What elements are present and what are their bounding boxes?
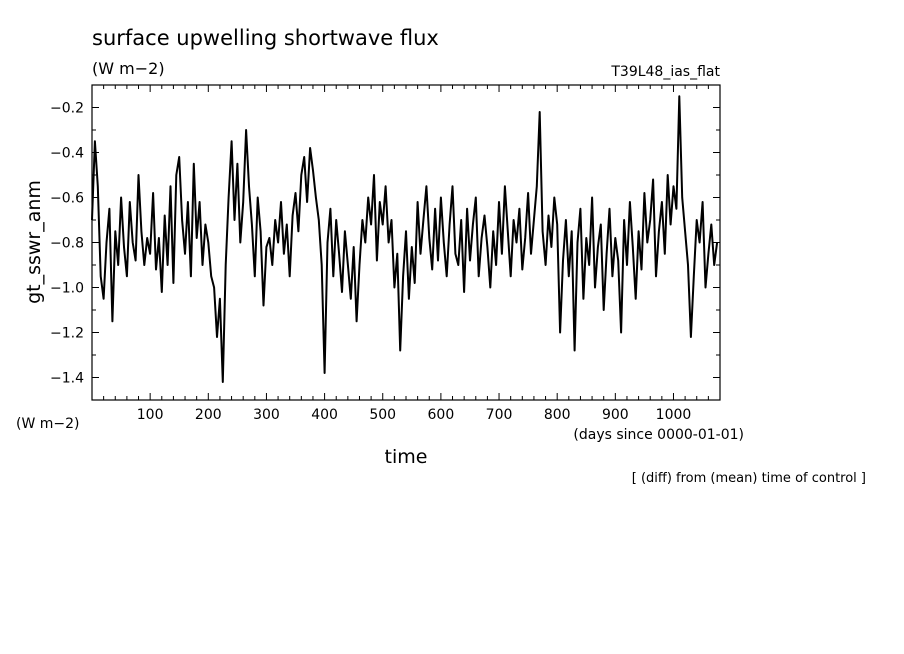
title-units: (W m−2): [92, 59, 165, 78]
x-tick-label: 300: [253, 407, 280, 423]
x-axis-label: time: [385, 446, 428, 468]
footnote: [ (diff) from (mean) time of control ]: [632, 471, 866, 486]
x-tick-label: 600: [428, 407, 455, 423]
x-tick-label: 100: [137, 407, 164, 423]
x-axis-units: (days since 0000-01-01): [573, 427, 744, 443]
y-axis-units: (W m−2): [16, 416, 80, 432]
y-tick-label: −0.2: [50, 101, 84, 117]
x-tick-label: 900: [602, 407, 629, 423]
x-tick-label: 400: [311, 407, 338, 423]
x-tick-label: 200: [195, 407, 222, 423]
x-tick-label: 800: [544, 407, 571, 423]
series-line: [91, 95, 719, 383]
y-axis-label: gt_sswr_anm: [23, 180, 45, 304]
chart-title: surface upwelling shortwave flux: [92, 26, 439, 50]
y-tick-label: −1.0: [50, 281, 84, 297]
x-tick-label: 500: [369, 407, 396, 423]
y-tick-label: −0.8: [50, 236, 84, 252]
y-tick-label: −0.4: [50, 146, 84, 162]
y-axis: −0.2 −0.4 −0.6 −0.8 −1.0 −1.2 −1.4: [50, 84, 720, 401]
y-tick-label: −1.2: [50, 326, 84, 342]
run-label: T39L48_ias_flat: [610, 64, 720, 80]
x-tick-label: 1000: [656, 407, 692, 423]
y-tick-label: −1.4: [50, 371, 84, 387]
y-tick-label: −0.6: [50, 191, 84, 207]
x-tick-label: 700: [486, 407, 513, 423]
x-axis: 100 200 300 400 500 600 700 800 900 1000: [91, 85, 721, 423]
